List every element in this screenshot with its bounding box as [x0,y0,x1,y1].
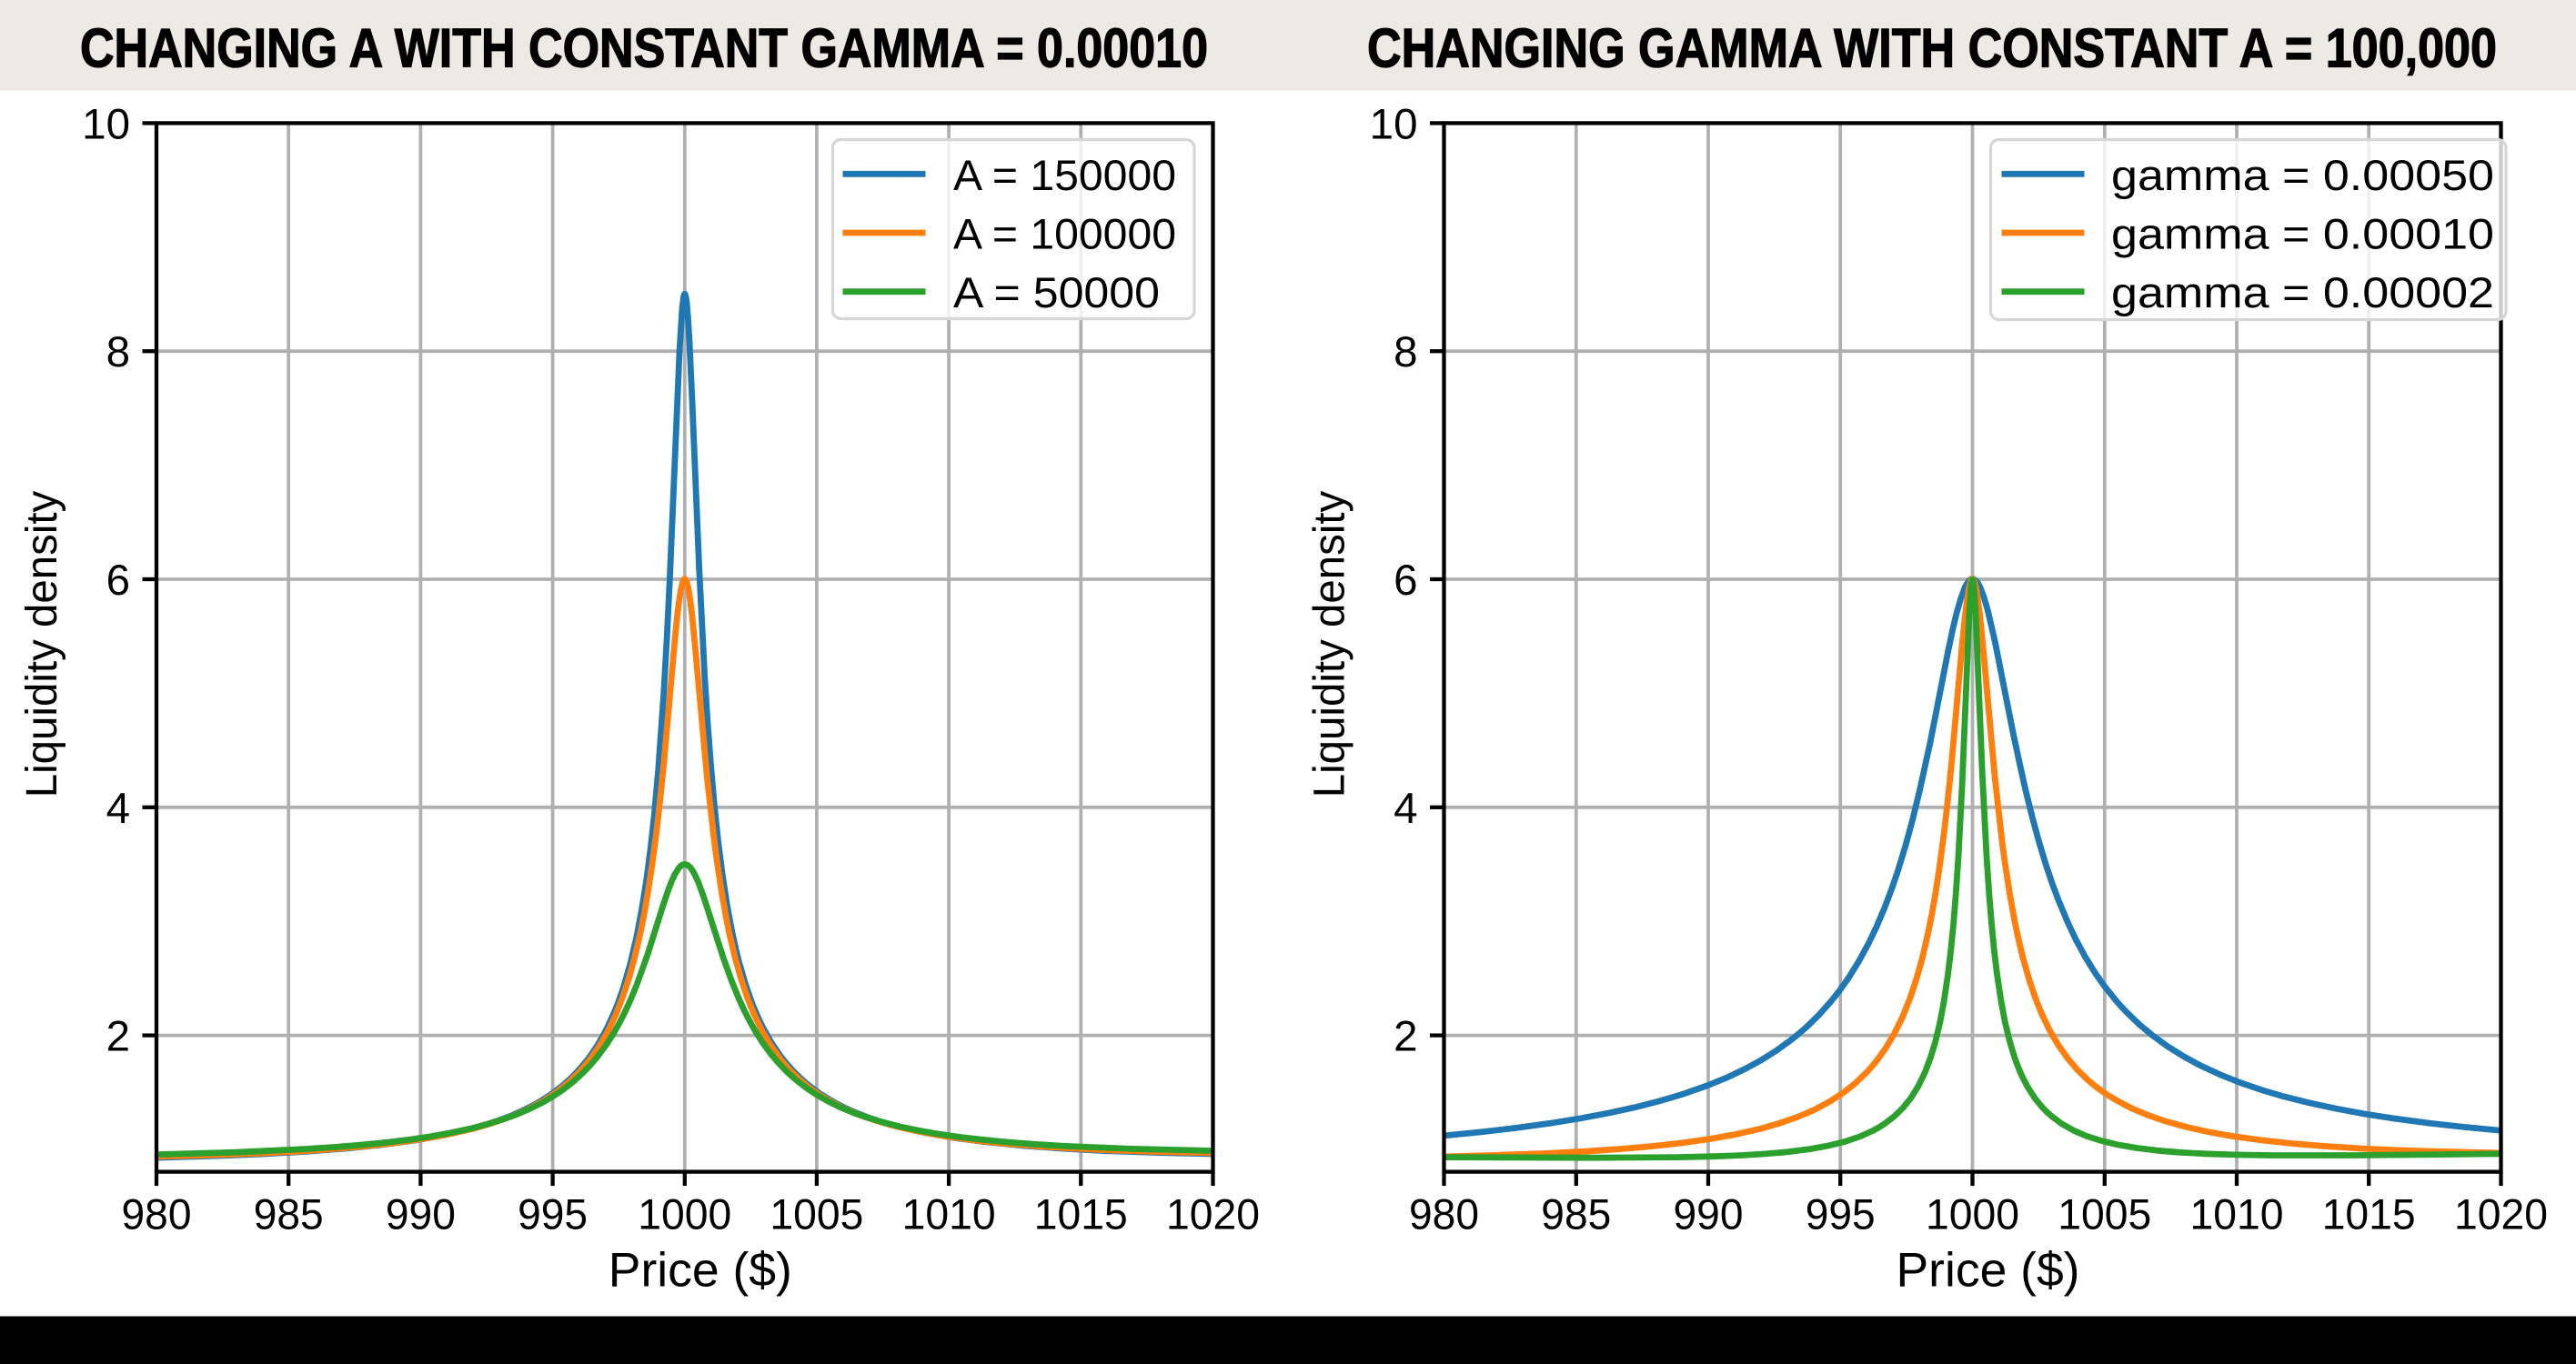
svg-text:1015: 1015 [2322,1191,2416,1239]
svg-text:4: 4 [106,785,130,833]
svg-text:980: 980 [1409,1191,1479,1239]
svg-text:1000: 1000 [638,1191,731,1239]
svg-text:1005: 1005 [2058,1191,2151,1239]
svg-text:6: 6 [106,557,130,605]
svg-text:10: 10 [1370,100,1418,148]
svg-text:gamma = 0.00002: gamma = 0.00002 [2111,268,2494,316]
svg-text:1000: 1000 [1926,1191,2019,1239]
svg-text:Price ($): Price ($) [1897,1244,2080,1298]
svg-text:1005: 1005 [770,1191,863,1239]
svg-text:8: 8 [106,328,130,376]
svg-text:990: 990 [1674,1191,1744,1239]
svg-text:2: 2 [1394,1013,1417,1061]
svg-text:Liquidity density: Liquidity density [1306,491,1354,798]
svg-text:A = 100000: A = 100000 [953,210,1176,258]
svg-text:A = 50000: A = 50000 [953,268,1160,316]
svg-text:Liquidity density: Liquidity density [18,491,66,798]
svg-text:CHANGING A WITH CONSTANT GAMMA: CHANGING A WITH CONSTANT GAMMA = 0.00010 [80,18,1208,79]
svg-text:gamma = 0.00050: gamma = 0.00050 [2111,151,2494,199]
svg-text:10: 10 [82,100,130,148]
svg-text:985: 985 [1541,1191,1611,1239]
svg-text:1015: 1015 [1034,1191,1128,1239]
svg-text:995: 995 [1806,1191,1876,1239]
svg-text:gamma = 0.00010: gamma = 0.00010 [2111,210,2494,258]
svg-text:2: 2 [106,1013,130,1061]
svg-text:8: 8 [1394,328,1417,376]
svg-text:CHANGING GAMMA WITH CONSTANT A: CHANGING GAMMA WITH CONSTANT A = 100,000 [1367,18,2497,79]
svg-text:6: 6 [1394,557,1417,605]
svg-text:990: 990 [386,1191,456,1239]
svg-text:1010: 1010 [902,1191,996,1239]
svg-text:A = 150000: A = 150000 [953,151,1176,199]
svg-text:1020: 1020 [2454,1191,2548,1239]
svg-text:1010: 1010 [2190,1191,2284,1239]
svg-text:4: 4 [1394,785,1417,833]
svg-text:Price ($): Price ($) [609,1244,792,1298]
svg-text:1020: 1020 [1166,1191,1260,1239]
svg-text:995: 995 [518,1191,588,1239]
svg-text:985: 985 [254,1191,324,1239]
svg-text:980: 980 [122,1191,192,1239]
